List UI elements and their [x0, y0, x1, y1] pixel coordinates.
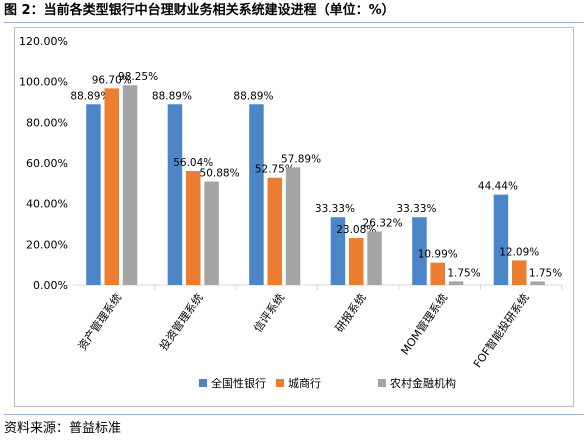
- legend-swatch: [378, 379, 386, 387]
- bar-city-bank: [349, 238, 364, 285]
- data-label: 88.89%: [70, 90, 110, 102]
- legend-label: 全国性银行: [211, 376, 266, 390]
- data-label: 88.89%: [233, 90, 273, 102]
- data-label: 98.25%: [118, 71, 158, 83]
- bar-national-bank: [330, 217, 346, 285]
- data-label: 33.33%: [315, 203, 355, 215]
- data-label: 88.89%: [152, 90, 192, 102]
- data-label: 26.32%: [363, 217, 403, 229]
- legend-item: 城商行: [276, 376, 321, 390]
- chart-frame: [14, 27, 574, 407]
- x-category-label: 投资管理系统: [156, 291, 205, 353]
- bar-rural-institution: [122, 85, 138, 285]
- y-tick-label: 120.00%: [19, 35, 68, 48]
- y-tick-label: 20.00%: [26, 238, 68, 251]
- legend-swatch: [276, 379, 284, 387]
- title-divider: [4, 22, 584, 23]
- data-label: 10.99%: [418, 249, 458, 261]
- legend-swatch: [199, 379, 207, 387]
- bar-city-bank: [104, 88, 119, 285]
- y-tick-label: 100.00%: [19, 76, 68, 89]
- y-tick-label: 80.00%: [26, 116, 68, 129]
- data-label: 50.88%: [200, 168, 240, 180]
- data-label: 23.08%: [336, 224, 376, 236]
- source-divider: [4, 414, 584, 415]
- x-category-label: 资产管理系统: [75, 291, 124, 353]
- bar-city-bank: [186, 171, 201, 285]
- data-label: 12.09%: [499, 246, 539, 258]
- data-label: 96.70%: [92, 74, 132, 86]
- y-tick-label: 40.00%: [26, 198, 68, 211]
- bar-rural-institution: [367, 231, 382, 285]
- bar-city-bank: [430, 262, 445, 285]
- bar-rural-institution: [285, 167, 301, 285]
- legend-label: 农村金融机构: [390, 376, 456, 390]
- data-label: 1.75%: [529, 267, 562, 279]
- data-label: 33.33%: [396, 203, 436, 215]
- legend-label: 城商行: [288, 376, 321, 390]
- x-category-label: 研报系统: [332, 291, 369, 335]
- data-label: 1.75%: [447, 267, 480, 279]
- bar-city-bank: [267, 177, 282, 285]
- bar-rural-institution: [530, 281, 545, 285]
- bar-national-bank: [412, 217, 427, 285]
- x-category-label: MOM管理系统: [398, 291, 451, 358]
- data-label: 44.44%: [478, 181, 518, 193]
- bar-city-bank: [512, 260, 527, 285]
- bar-rural-institution: [448, 281, 464, 285]
- source-note: 资料来源：普益标准: [4, 421, 122, 436]
- x-category-label: 信评系统: [251, 291, 287, 334]
- data-label: 57.89%: [281, 153, 321, 165]
- bar-national-bank: [249, 104, 264, 285]
- bar-national-bank: [493, 194, 509, 285]
- legend-item: 农村金融机构: [378, 376, 456, 390]
- bar-rural-institution: [204, 181, 219, 285]
- data-label: 52.75%: [255, 164, 295, 176]
- bar-national-bank: [86, 104, 101, 285]
- legend-item: 全国性银行: [199, 376, 266, 390]
- y-tick-label: 60.00%: [26, 157, 68, 170]
- data-label: 56.04%: [173, 157, 213, 169]
- y-tick-label: 0.00%: [33, 279, 68, 292]
- x-category-label: FOF智能投研系统: [470, 291, 532, 371]
- bar-national-bank: [167, 104, 183, 285]
- figure-title: 图 2：当前各类型银行中台理财业务相关系统建设进程（单位：%）: [4, 3, 395, 18]
